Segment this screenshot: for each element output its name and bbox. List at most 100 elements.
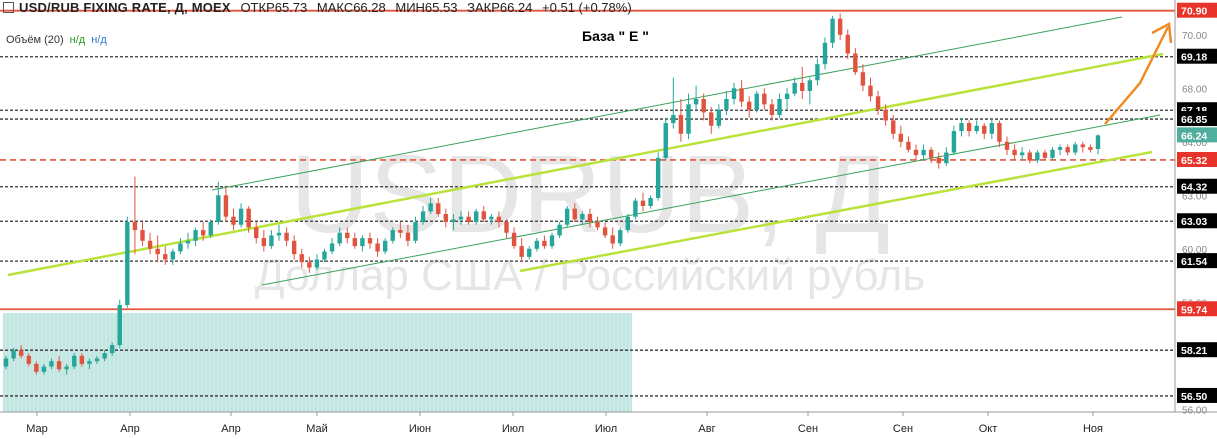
candle-body [542,240,547,247]
candle-body [208,222,213,236]
candle-body [504,222,509,233]
channel-upper-thick-line [7,52,1164,277]
candle-body [784,93,790,99]
candle-body [1004,141,1010,150]
candle-body [284,232,289,241]
candle-body [853,53,858,73]
price-tag-label: 66.24 [1181,130,1207,142]
price-tag-label: 59.74 [1181,304,1207,316]
close-value: ЗАКР66.24 [467,0,533,15]
price-tag [1177,127,1217,143]
candle-body [405,232,411,241]
candle-body [436,203,441,215]
candle-body [117,304,122,346]
candle-body [314,259,320,268]
candle-body [200,230,206,236]
candlesticks [3,13,1101,375]
low-value: МИН65.53 [395,0,458,15]
volume-legend[interactable]: Объём (20) н/д н/д [6,34,107,46]
candle-body [1088,147,1093,150]
candle-body [1080,144,1086,148]
price-tag-label: 65.32 [1181,155,1207,167]
candle-body [671,115,676,124]
candle-body [883,109,888,121]
candle-body [496,216,502,223]
candle-body [602,227,608,236]
candle-body [163,254,168,260]
price-tag-label: 70.90 [1181,6,1207,18]
price-tag [1177,301,1217,317]
candle-body [41,366,47,372]
base-annotation: База " Е " [582,28,649,44]
candle-body [549,235,555,247]
candle-body [701,98,706,113]
candle-body [891,120,896,134]
price-axis[interactable]: 70.0068.0064.0063.0062.0060.0056.0056.00… [1177,2,1217,417]
candle-body [966,123,972,132]
candle-body [572,208,577,220]
open-value: ОТКР65.73 [240,0,308,15]
collapse-icon[interactable] [3,2,14,13]
candle-body [822,42,828,65]
candle-body [921,149,926,156]
candle-body [420,211,426,223]
candle-body [466,216,471,223]
channel-upper-thin-line [211,16,1123,191]
candle-body [56,361,62,370]
volume-value-1: н/д [69,34,86,46]
symbol-title: USD/RUB FIXING RATE, Д, MOEX [19,0,231,15]
candle-body [868,85,873,97]
candle-body [140,230,145,241]
candle-body [746,101,752,110]
candle-body [777,98,782,116]
candle-body [678,115,684,134]
forecast-arrow [1104,22,1173,125]
candle-body [269,235,274,247]
candle-body [185,240,191,244]
price-levels [0,9,1175,397]
candle-body [11,350,16,359]
candle-body [913,149,919,156]
candle-body [800,82,805,91]
time-tick-label: Ноя [1083,423,1103,435]
volume-label: Объём (20) [6,34,64,46]
price-tag-label: 61.54 [1181,256,1207,268]
candle-body [974,125,979,132]
candle-body [860,72,866,86]
candle-body [34,363,39,372]
candle-body [625,216,631,231]
candle-body [26,355,31,364]
candle-body [959,123,964,132]
candle-body [132,222,138,231]
candle-body [754,93,759,110]
time-tick-label: Сен [893,423,913,435]
price-tag [1177,178,1217,194]
candle-body [1050,149,1055,158]
candle-body [49,361,54,367]
price-tick-label: 68.00 [1182,84,1207,95]
candle-body [64,366,69,370]
time-axis[interactable]: Мар Апр Апр Май Июн Июл Июл Авг Сен Сен Окт Ноя [0,411,1217,435]
time-tick-label: Окт [979,423,998,435]
candle-body [276,232,282,236]
candle-body [299,254,304,263]
candle-body [610,235,615,244]
candle-body [458,216,464,220]
candle-body [633,200,638,217]
candle-body [595,222,600,228]
candle-body [481,211,486,220]
chart-header: USD/RUB FIXING RATE, Д, MOEX ОТКР65.73 М… [0,0,638,18]
candle-body [329,243,335,252]
time-tick-label: Мар [26,423,48,435]
price-tag-label: 69.18 [1181,52,1207,64]
high-value: МАКС66.28 [316,0,386,15]
candle-body [3,358,9,367]
candle-body [451,219,456,223]
candle-body [511,232,517,247]
candle-body [709,112,714,126]
candle-body [223,195,229,217]
price-tick-label: 63.00 [1182,191,1207,202]
candle-body [352,238,358,247]
price-tag [1177,253,1217,269]
